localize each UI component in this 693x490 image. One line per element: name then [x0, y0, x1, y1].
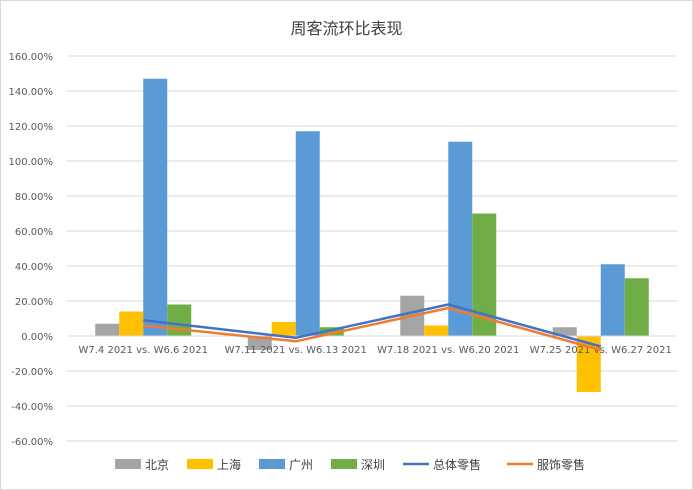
x-tick-label: W7.18 2021 vs. W6.20 2021 [377, 345, 519, 356]
y-tick-label: 100.00% [9, 157, 54, 168]
bar [143, 78, 168, 336]
legend-swatch [187, 459, 213, 469]
x-tick-label: W7.25 2021 vs. W6.27 2021 [530, 345, 672, 356]
y-tick-label: 40.00% [15, 262, 53, 273]
legend-label: 总体零售 [433, 457, 481, 472]
y-tick-label: -60.00% [11, 437, 53, 448]
series-line [143, 306, 602, 352]
bar [319, 327, 344, 336]
bar [271, 322, 296, 336]
legend-swatch [115, 459, 141, 469]
legend-label: 服饰零售 [537, 457, 585, 472]
legend-label: 广州 [289, 458, 313, 472]
bar [119, 311, 144, 336]
legend-label: 北京 [145, 458, 169, 472]
y-tick-label: 160.00% [9, 52, 54, 63]
y-tick-label: 140.00% [9, 87, 54, 98]
bar [624, 278, 649, 336]
y-tick-label: 0.00% [21, 332, 53, 343]
y-tick-label: 60.00% [15, 227, 53, 238]
legend-swatch [331, 459, 357, 469]
legend-label: 深圳 [361, 458, 385, 472]
bar [247, 336, 272, 350]
y-tick-label: -40.00% [11, 402, 53, 413]
bar [295, 131, 320, 336]
bar [95, 323, 120, 336]
chart-title: 周客流环比表现 [290, 19, 403, 38]
series-line [143, 303, 602, 348]
bar [448, 141, 473, 336]
legend-label: 上海 [217, 457, 241, 472]
y-tick-label: 120.00% [9, 122, 54, 133]
y-tick-label: 20.00% [15, 297, 53, 308]
x-tick-label: W7.4 2021 vs. W6.6 2021 [78, 345, 208, 356]
x-tick-label: W7.11 2021 vs. W6.13 2021 [225, 345, 367, 356]
bar [600, 264, 625, 336]
legend-swatch [259, 459, 285, 469]
bar [552, 327, 577, 336]
bar [424, 325, 449, 336]
y-tick-label: -20.00% [11, 367, 53, 378]
y-tick-label: 80.00% [15, 192, 53, 203]
